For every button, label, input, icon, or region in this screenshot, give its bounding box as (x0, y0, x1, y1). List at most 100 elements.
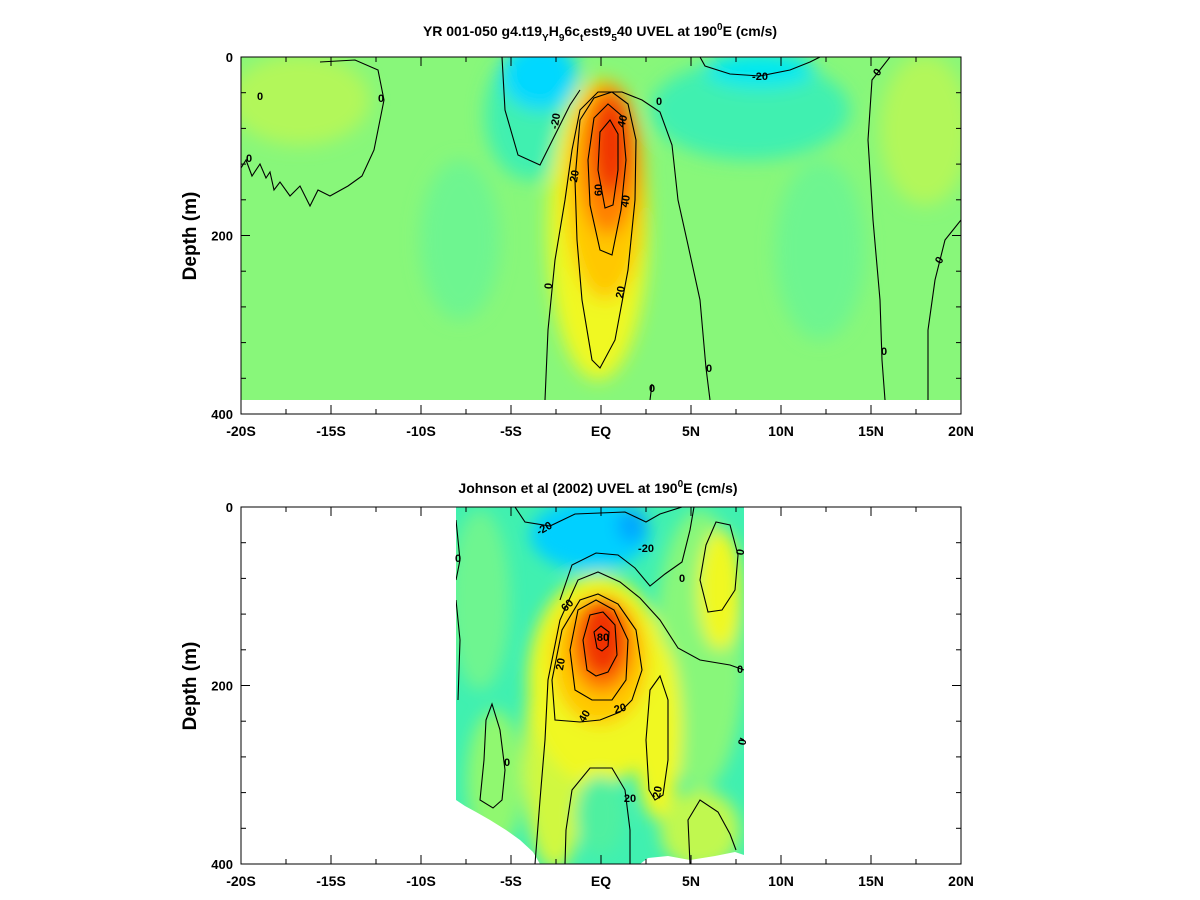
contour-line (514, 507, 683, 527)
panel-observed-title: Johnson et al (2002) UVEL at 1900E (cm/s… (458, 479, 737, 496)
contour-label: 40 (616, 114, 631, 129)
x-tick-label: -5S (500, 423, 522, 439)
blob-blue (502, 57, 578, 110)
blob-blue (617, 507, 647, 543)
contour-label: 0 (543, 283, 555, 290)
contours-observed (456, 507, 744, 864)
contour-label: 0 (257, 91, 263, 103)
contour-line (501, 57, 581, 166)
title-part: YR 001-050 g4.t19 (423, 23, 542, 39)
x-tick-label: 5N (682, 423, 700, 439)
title-part: 6c (564, 23, 580, 39)
x-tick-label: -20S (226, 423, 256, 439)
heatmap-field-model (241, 57, 961, 400)
x-tick-label: 15N (858, 423, 884, 439)
x-tick-label: -20S (226, 873, 256, 889)
contour-label: 0 (881, 346, 887, 358)
y-axis-label: Depth (m) (180, 642, 201, 731)
contour-label: 0 (933, 255, 946, 266)
heatmap-field-observed (456, 507, 744, 864)
contour-label: 0 (737, 738, 750, 746)
contour-label: 0 (679, 573, 685, 585)
contour-label: 20 (614, 285, 628, 299)
blob-yellow (660, 790, 740, 864)
title-part: 40 UVEL at 190 (617, 23, 717, 39)
x-tick-label: -15S (316, 873, 346, 889)
contour-label: 20 (624, 793, 636, 805)
x-tick-label: -5S (500, 873, 522, 889)
contour-label: 0 (706, 363, 712, 375)
blob-cyan (650, 60, 850, 160)
contour-line (582, 611, 618, 677)
contour-label: 20 (554, 657, 568, 671)
title-part: Johnson et al (2002) UVEL at 190 (458, 480, 677, 496)
contour-label: 0 (649, 383, 655, 395)
contour-label: -20 (549, 112, 564, 130)
blob-green-light (241, 57, 370, 145)
contour-line (867, 57, 891, 400)
contour-line (241, 59, 385, 208)
contour-labels-model: 0 0 0 -20 -20 20 40 60 40 20 0 0 0 0 0 0 0 (246, 67, 947, 395)
x-tick-label: 10N (768, 873, 794, 889)
contour-label: 0 (737, 664, 743, 676)
title-sub: t (580, 33, 584, 44)
contour-line (699, 521, 739, 613)
contour-line (587, 103, 627, 256)
contour-line (739, 737, 744, 741)
x-tick-label: -10S (406, 873, 436, 889)
x-tick-label: -10S (406, 423, 436, 439)
blob-blue (705, 57, 815, 88)
title-sub: Y (542, 33, 549, 44)
blob-cyan (576, 775, 624, 855)
contour-label: 0 (504, 757, 510, 769)
title-sub: 5 (611, 33, 617, 44)
blob-cyan (775, 160, 865, 340)
y-tick-label: 200 (211, 229, 233, 244)
title-sub: 9 (559, 33, 565, 44)
x-tick-label: 15N (858, 873, 884, 889)
x-tick-label: 5N (682, 873, 700, 889)
y-tick-label: 200 (211, 679, 233, 694)
contour-line (699, 57, 821, 77)
contour-label: 80 (597, 632, 609, 644)
contour-label: 0 (871, 67, 884, 79)
panel-observed: Johnson et al (2002) UVEL at 1900E (cm/s… (180, 479, 974, 889)
missing-data-mask (456, 800, 540, 864)
contour-label: -20 (638, 543, 654, 555)
contour-line (456, 599, 461, 701)
contour-line (645, 674, 669, 801)
y-axis-label: Depth (m) (180, 192, 201, 281)
contour-line (569, 599, 629, 701)
y-tick-label: 0 (226, 500, 233, 515)
contours-model (241, 57, 961, 400)
panel-model-title: YR 001-050 g4.t19YH96ctest9540 UVEL at 1… (423, 22, 777, 44)
contour-line (479, 702, 506, 809)
contour-label: 40 (577, 708, 594, 725)
contour-label: 60 (593, 184, 605, 196)
contour-line (927, 219, 961, 400)
contour-label: 20 (651, 785, 665, 799)
blob-green-light (880, 57, 961, 205)
contour-line (534, 571, 744, 864)
contour-label: 0 (246, 153, 252, 165)
contour-line (544, 91, 711, 400)
contour-label: 0 (378, 93, 384, 105)
contour-label: 20 (613, 702, 628, 717)
panel-model: YR 001-050 g4.t19YH96ctest9540 UVEL at 1… (180, 22, 974, 439)
blob-cyan (420, 160, 500, 320)
title-part: est9 (583, 23, 611, 39)
missing-data-mask (640, 852, 744, 864)
blob-yellow (698, 530, 742, 650)
contour-label: 0 (455, 553, 461, 565)
x-tick-label: EQ (591, 423, 611, 439)
contour-label: 0 (656, 96, 662, 108)
contour-line (593, 625, 610, 652)
x-tick-label: 20N (948, 423, 974, 439)
contour-line (574, 91, 637, 369)
y-tick-label: 400 (211, 857, 233, 872)
x-ticks-observed: -20S -15S -10S -5S EQ 5N 10N 15N 20N (226, 507, 974, 889)
